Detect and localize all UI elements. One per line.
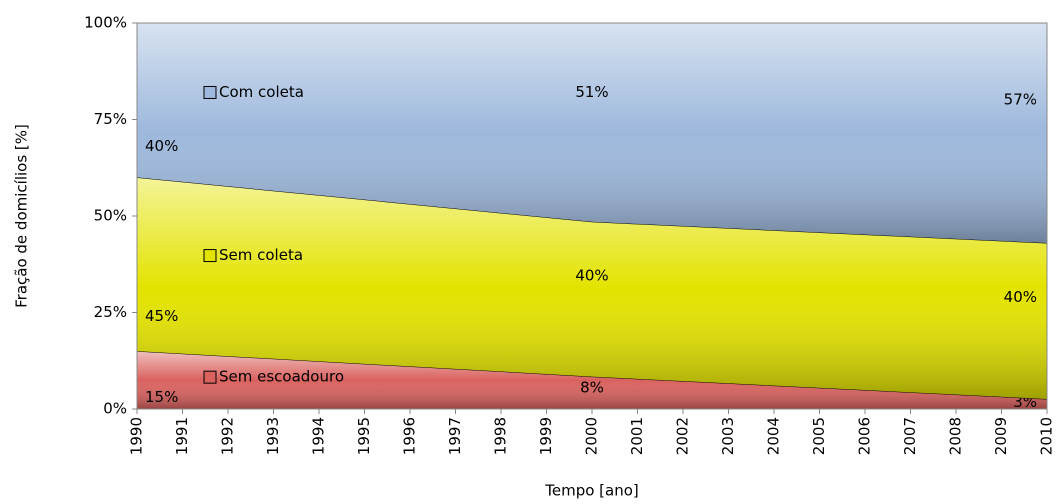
legend-label: Sem coleta: [219, 246, 303, 264]
y-axis-label: Fração de domicílios [%]: [13, 124, 31, 308]
legend-marker: [203, 370, 217, 384]
y-tick-label: 75%: [94, 110, 127, 128]
legend-label: Sem escoadouro: [219, 368, 344, 386]
x-tick-label: 1991: [173, 417, 191, 455]
y-tick-label: 50%: [94, 207, 127, 225]
x-tick-label: 2001: [628, 417, 646, 455]
legend-marker: [203, 249, 217, 263]
x-tick-label: 2005: [810, 417, 828, 455]
y-tick-label: 100%: [84, 14, 127, 32]
area-shade: [137, 351, 1047, 409]
x-tick-label: 1993: [264, 417, 282, 455]
area-shade: [137, 23, 1047, 244]
x-tick-label: 1999: [537, 417, 555, 455]
x-tick-label: 2004: [765, 417, 783, 455]
legend-label: Com coleta: [219, 83, 304, 101]
legend-marker: [203, 85, 217, 99]
data-label: 51%: [575, 83, 608, 101]
data-label: 40%: [145, 137, 178, 155]
x-tick-label: 2000: [583, 417, 601, 455]
x-tick-label: 2003: [719, 417, 737, 455]
y-tick-label: 25%: [94, 303, 127, 321]
data-label: 40%: [575, 266, 608, 284]
x-tick-label: 1990: [128, 417, 146, 455]
data-label: 45%: [145, 307, 178, 325]
x-tick-label: 1995: [355, 417, 373, 455]
x-tick-label: 1994: [310, 417, 328, 455]
data-label: 15%: [145, 388, 178, 406]
x-tick-label: 1996: [401, 417, 419, 455]
data-label: 57%: [1004, 91, 1037, 109]
x-tick-label: 2002: [674, 417, 692, 455]
y-tick-label: 0%: [103, 400, 127, 418]
data-label: 40%: [1004, 288, 1037, 306]
x-tick-label: 2007: [901, 417, 919, 455]
x-tick-label: 1998: [492, 417, 510, 455]
x-tick-label: 1992: [219, 417, 237, 455]
x-tick-label: 1997: [446, 417, 464, 455]
x-tick-label: 2009: [992, 417, 1010, 455]
x-tick-label: 2008: [947, 417, 965, 455]
x-tick-label: 2006: [856, 417, 874, 455]
x-axis-label: Tempo [ano]: [544, 482, 639, 500]
data-label: 8%: [580, 378, 604, 396]
x-tick-label: 2010: [1038, 417, 1056, 455]
